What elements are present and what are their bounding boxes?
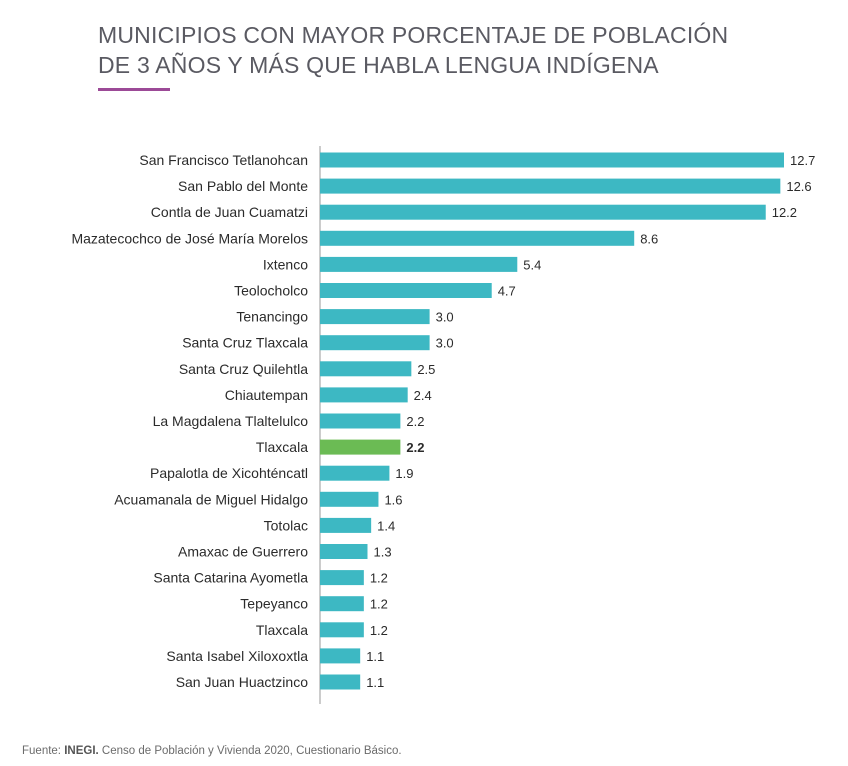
chart-title: MUNICIPIOS CON MAYOR PORCENTAJE DE POBLA…	[98, 20, 818, 80]
bar	[320, 178, 781, 194]
category-label: Santa Cruz Tlaxcala	[182, 335, 308, 351]
value-label: 1.2	[370, 623, 388, 638]
category-label: Totolac	[264, 517, 308, 533]
source-prefix: Fuente:	[22, 745, 61, 757]
bar	[320, 596, 364, 612]
source-org: INEGI.	[64, 745, 99, 757]
category-label: Santa Cruz Quilehtla	[179, 361, 308, 377]
category-label: Papalotla de Xicohténcatl	[150, 465, 308, 481]
bar	[320, 283, 492, 298]
value-label: 2.5	[417, 362, 435, 377]
source-text: Censo de Población y Vivienda 2020, Cues…	[101, 745, 402, 757]
bar	[320, 491, 379, 507]
category-label: Mazatecochco de José María Morelos	[71, 230, 308, 246]
value-label: 1.6	[384, 492, 402, 507]
source-note: Fuente: INEGI. Censo de Población y Vivi…	[22, 745, 402, 757]
bar	[320, 204, 766, 220]
value-label: 12.6	[786, 179, 811, 194]
bar	[320, 674, 361, 690]
bar	[320, 361, 412, 377]
category-label: Acuamanala de Miguel Hidalgo	[114, 491, 308, 507]
value-label: 12.7	[790, 153, 815, 168]
value-label: 5.4	[523, 257, 541, 272]
value-label: 3.0	[436, 336, 454, 351]
category-label: La Magdalena Tlaltelulco	[153, 413, 309, 429]
bar	[320, 230, 635, 246]
value-label: 1.3	[373, 545, 391, 560]
category-label: Tlaxcala	[256, 622, 308, 638]
category-label: Tlaxcala	[256, 439, 308, 455]
category-label: Santa Catarina Ayometla	[153, 570, 308, 586]
bar	[320, 544, 368, 559]
value-label: 12.2	[772, 205, 797, 220]
value-label: 1.1	[366, 675, 384, 690]
value-label: 2.2	[406, 414, 424, 429]
category-label: Ixtenco	[263, 256, 308, 272]
value-label: 4.7	[498, 284, 516, 299]
category-label: Teolocholco	[234, 283, 308, 299]
bar	[320, 387, 408, 403]
value-label: 2.4	[414, 388, 432, 403]
bar	[320, 465, 390, 481]
bar-highlight	[320, 439, 401, 455]
value-label: 1.2	[370, 597, 388, 612]
bar	[320, 335, 430, 351]
bar	[320, 517, 372, 533]
category-label: Tepeyanco	[240, 596, 308, 612]
value-label: 3.0	[436, 310, 454, 325]
chart-title-line1: MUNICIPIOS CON MAYOR PORCENTAJE DE POBLA…	[98, 22, 729, 48]
chart-title-line2: DE 3 AÑOS Y MÁS QUE HABLA LENGUA INDÍGEN…	[98, 52, 659, 78]
category-label: Tenancingo	[236, 309, 308, 325]
value-label: 1.2	[370, 571, 388, 586]
bar	[320, 648, 361, 664]
category-label: Contla de Juan Cuamatzi	[151, 204, 308, 220]
value-label: 8.6	[640, 231, 658, 246]
value-label: 1.4	[377, 518, 395, 533]
title-underline	[98, 88, 170, 91]
value-label: 1.9	[395, 466, 413, 481]
bar	[320, 570, 364, 586]
category-label: San Francisco Tetlanohcan	[139, 152, 308, 168]
category-label: Amaxac de Guerrero	[178, 544, 308, 560]
bar	[320, 622, 364, 638]
bar	[320, 152, 784, 168]
bar	[320, 256, 518, 272]
value-label: 2.2	[406, 440, 424, 455]
category-label: San Pablo del Monte	[178, 178, 308, 194]
category-label: Santa Isabel Xiloxoxtla	[166, 648, 308, 664]
bar	[320, 413, 401, 429]
value-label: 1.1	[366, 649, 384, 664]
category-label: Chiautempan	[225, 387, 308, 403]
bar	[320, 309, 430, 325]
bar-chart: San Francisco Tetlanohcan 12.7 San Pablo d…	[71, 146, 815, 704]
category-label: San Juan Huactzinco	[176, 674, 309, 690]
